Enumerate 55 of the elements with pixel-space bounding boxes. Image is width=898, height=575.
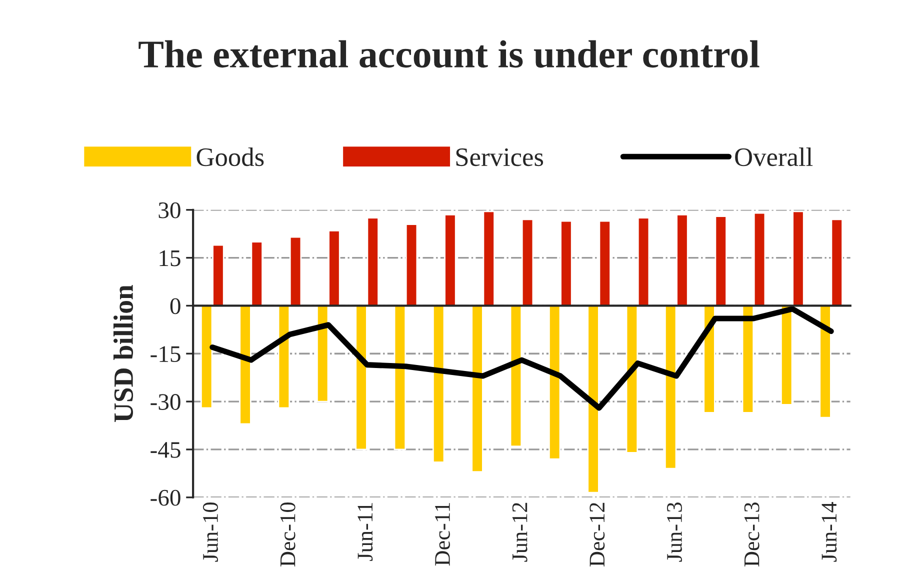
bar — [587, 305, 600, 494]
bar — [510, 305, 522, 447]
y-tick-label: -60 — [150, 490, 180, 506]
bar — [444, 214, 456, 306]
bar — [394, 305, 406, 450]
y-tick-label: -15 — [150, 346, 180, 362]
x-tick-label: Jun-11 — [358, 503, 373, 561]
bar — [355, 305, 368, 450]
bar — [742, 305, 754, 414]
legend-label: Goods — [196, 148, 264, 166]
bar — [548, 305, 561, 460]
bar — [676, 214, 688, 306]
bar — [278, 305, 290, 409]
bar — [200, 305, 213, 409]
y-axis-title: USD billion — [113, 284, 134, 422]
x-tick-label: Dec-11 — [435, 503, 450, 566]
x-tick-label: Dec-10 — [280, 502, 296, 566]
x-tick-label: Dec-13 — [744, 502, 760, 566]
bar — [830, 218, 843, 306]
bar — [753, 212, 766, 306]
bar — [626, 305, 638, 454]
bar — [703, 305, 716, 414]
bar — [664, 305, 677, 470]
y-tick-label: 0 — [170, 298, 180, 314]
bar — [366, 217, 379, 306]
bar — [316, 305, 329, 402]
bar — [328, 230, 340, 306]
y-tick-label: -30 — [150, 394, 180, 410]
chart-title: The external account is under control — [138, 40, 760, 68]
x-tick-label: Jun-14 — [822, 502, 837, 562]
bar — [780, 305, 793, 406]
bar — [432, 305, 445, 463]
y-tick-label: 15 — [160, 250, 180, 266]
bar — [637, 217, 650, 306]
bar — [521, 218, 534, 306]
bar — [560, 220, 572, 306]
bar — [792, 210, 804, 306]
bar — [714, 216, 727, 306]
x-tick-label: Jun-13 — [667, 502, 682, 562]
bar — [819, 305, 832, 418]
bar — [598, 220, 611, 306]
x-tick-label: Jun-12 — [512, 502, 528, 562]
bar — [289, 236, 302, 306]
bar — [239, 305, 252, 425]
x-tick-label: Jun-10 — [202, 502, 218, 562]
y-tick-label: 30 — [158, 202, 180, 218]
bar — [482, 210, 495, 306]
legend-label: Overall — [735, 148, 813, 166]
bar — [405, 224, 418, 306]
bar — [471, 305, 484, 473]
legend-label: Services — [456, 148, 544, 166]
x-tick-label: Dec-12 — [590, 502, 605, 566]
bar — [212, 244, 224, 306]
bar — [250, 241, 263, 306]
y-tick-label: -45 — [150, 442, 180, 458]
